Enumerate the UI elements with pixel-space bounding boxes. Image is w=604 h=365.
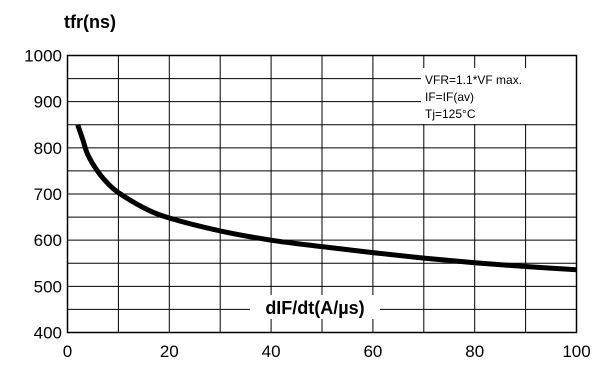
y-tick-label: 1000 — [24, 47, 62, 66]
x-axis-label: dIF/dt(A/µs) — [265, 298, 364, 318]
y-tick-label: 500 — [34, 277, 62, 296]
y-tick-label: 400 — [34, 324, 62, 343]
x-tick-label: 60 — [363, 342, 382, 361]
series-line — [75, 123, 577, 273]
x-tick-label: 100 — [562, 342, 590, 361]
x-tick-label: 80 — [465, 342, 484, 361]
x-tick-label: 40 — [262, 342, 281, 361]
annotation-if: IF=IF(av) — [425, 90, 474, 104]
tick-labels: 0 20 40 60 80 100 400 500 600 700 800 900 1000 — [24, 47, 591, 362]
y-tick-label: 800 — [34, 139, 62, 158]
y-tick-label: 600 — [34, 231, 62, 250]
x-tick-label: 20 — [160, 342, 179, 361]
x-axis-label-background — [250, 295, 380, 319]
grid — [67, 55, 577, 333]
annotation-tj: Tj=125°C — [425, 107, 476, 121]
plot-frame — [66, 54, 578, 334]
y-tick-label: 900 — [34, 93, 62, 112]
y-axis-label: tfr(ns) — [64, 12, 116, 32]
x-tick-label: 0 — [63, 342, 72, 361]
y-tick-label: 700 — [34, 185, 62, 204]
annotation-vfr: VFR=1.1*VF max. — [425, 73, 522, 87]
annotation-background — [421, 68, 576, 124]
